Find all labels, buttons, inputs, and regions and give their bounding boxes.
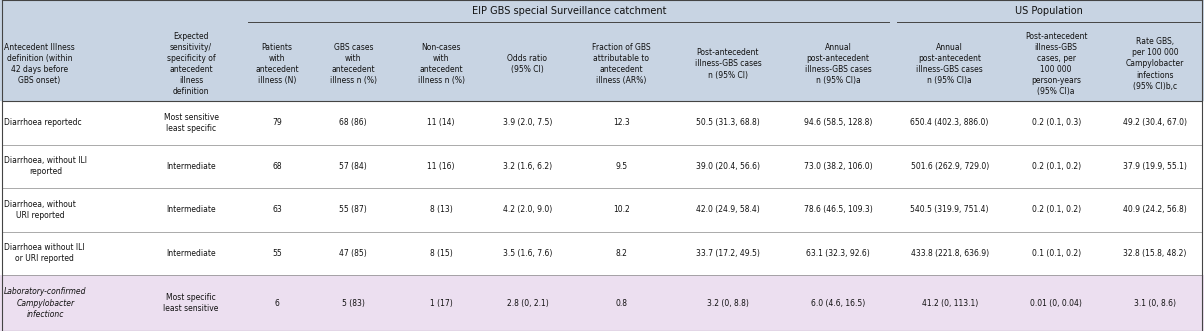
Text: 6: 6 [275,299,279,307]
Text: 0.2 (0.1, 0.2): 0.2 (0.1, 0.2) [1032,162,1081,171]
Text: 68: 68 [272,162,282,171]
Text: 42.0 (24.9, 58.4): 42.0 (24.9, 58.4) [696,205,760,214]
Text: 11 (16): 11 (16) [427,162,455,171]
Text: 3.2 (0, 8.8): 3.2 (0, 8.8) [707,299,749,307]
Text: 1 (17): 1 (17) [430,299,453,307]
Bar [0,231,1204,275]
Text: Annual
post-antecedent
illness-GBS cases
n (95% CI)a: Annual post-antecedent illness-GBS cases… [916,43,982,85]
Text: Expected
sensitivity/
specificity of
antecedent
illness
definition: Expected sensitivity/ specificity of ant… [166,32,216,96]
Text: 50.5 (31.3, 68.8): 50.5 (31.3, 68.8) [696,118,760,127]
Text: 37.9 (19.9, 55.1): 37.9 (19.9, 55.1) [1123,162,1187,171]
Text: 3.1 (0, 8.6): 3.1 (0, 8.6) [1134,299,1176,307]
Text: 40.9 (24.2, 56.8): 40.9 (24.2, 56.8) [1123,205,1187,214]
Text: Patients
with
antecedent
illness (N): Patients with antecedent illness (N) [255,43,299,85]
Text: Most sensitive
least specific: Most sensitive least specific [164,113,219,133]
Text: Antecedent Illness
definition (within
42 days before
GBS onset): Antecedent Illness definition (within 42… [4,43,75,85]
Bar [0,188,1204,231]
Text: Post-antecedent
illness-GBS
cases, per
100 000
person-years
(95% CI)a: Post-antecedent illness-GBS cases, per 1… [1025,32,1087,96]
Text: 10.2: 10.2 [613,205,630,214]
Text: 0.2 (0.1, 0.3): 0.2 (0.1, 0.3) [1032,118,1081,127]
Text: 501.6 (262.9, 729.0): 501.6 (262.9, 729.0) [910,162,988,171]
Bar [0,145,1204,188]
Text: 3.9 (2.0, 7.5): 3.9 (2.0, 7.5) [503,118,553,127]
Text: Post-antecedent
illness-GBS cases
n (95% CI): Post-antecedent illness-GBS cases n (95%… [695,48,761,79]
Text: 49.2 (30.4, 67.0): 49.2 (30.4, 67.0) [1123,118,1187,127]
Text: Intermediate: Intermediate [166,249,216,258]
Text: 33.7 (17.2, 49.5): 33.7 (17.2, 49.5) [696,249,760,258]
Text: 78.6 (46.5, 109.3): 78.6 (46.5, 109.3) [804,205,873,214]
Text: 4.2 (2.0, 9.0): 4.2 (2.0, 9.0) [503,205,553,214]
Text: 55 (87): 55 (87) [340,205,367,214]
Text: US Population: US Population [1015,6,1082,16]
Text: Rate GBS,
per 100 000
Campylobacter
infections
(95% CI)b,c: Rate GBS, per 100 000 Campylobacter infe… [1126,37,1185,91]
Text: 73.0 (38.2, 106.0): 73.0 (38.2, 106.0) [804,162,873,171]
Text: Intermediate: Intermediate [166,162,216,171]
Text: EIP GBS special Surveillance catchment: EIP GBS special Surveillance catchment [472,6,666,16]
Text: 3.2 (1.6, 6.2): 3.2 (1.6, 6.2) [503,162,551,171]
Text: 5 (83): 5 (83) [342,299,365,307]
Text: 12.3: 12.3 [613,118,630,127]
Text: 57 (84): 57 (84) [340,162,367,171]
Text: 68 (86): 68 (86) [340,118,367,127]
Text: Diarrhoea reportedc: Diarrhoea reportedc [4,118,82,127]
Text: 0.2 (0.1, 0.2): 0.2 (0.1, 0.2) [1032,205,1081,214]
Text: Diarrhoea without ILI
or URI reported: Diarrhoea without ILI or URI reported [4,243,84,263]
Text: Diarrhoea, without
URI reported: Diarrhoea, without URI reported [4,200,76,220]
Text: 79: 79 [272,118,282,127]
Text: Non-cases
with
antecedent
illness n (%): Non-cases with antecedent illness n (%) [418,43,465,85]
Bar [0,101,1204,145]
Text: 540.5 (319.9, 751.4): 540.5 (319.9, 751.4) [910,205,988,214]
Text: Fraction of GBS
attributable to
antecedent
illness (AR%): Fraction of GBS attributable to antecede… [592,43,650,85]
Text: 3.5 (1.6, 7.6): 3.5 (1.6, 7.6) [503,249,553,258]
Text: 63.1 (32.3, 92.6): 63.1 (32.3, 92.6) [807,249,870,258]
Text: 94.6 (58.5, 128.8): 94.6 (58.5, 128.8) [804,118,873,127]
Text: Odds ratio
(95% CI): Odds ratio (95% CI) [507,54,548,74]
Text: Diarrhoea, without ILI
reported: Diarrhoea, without ILI reported [4,156,87,176]
Text: 0.1 (0.1, 0.2): 0.1 (0.1, 0.2) [1032,249,1081,258]
Text: 0.8: 0.8 [615,299,627,307]
Text: GBS cases
with
antecedent
illness n (%): GBS cases with antecedent illness n (%) [330,43,377,85]
Text: 8.2: 8.2 [615,249,627,258]
Text: Most specific
least sensitive: Most specific least sensitive [164,293,219,313]
Text: 39.0 (20.4, 56.6): 39.0 (20.4, 56.6) [696,162,760,171]
Bar [0,275,1204,331]
Text: 0.01 (0, 0.04): 0.01 (0, 0.04) [1031,299,1082,307]
Text: Laboratory-confirmed
Campylobacter
infectionc: Laboratory-confirmed Campylobacter infec… [4,287,87,319]
Text: 11 (14): 11 (14) [427,118,455,127]
Text: 6.0 (4.6, 16.5): 6.0 (4.6, 16.5) [811,299,866,307]
Text: 8 (13): 8 (13) [430,205,453,214]
Text: 41.2 (0, 113.1): 41.2 (0, 113.1) [921,299,978,307]
Text: 2.8 (0, 2.1): 2.8 (0, 2.1) [507,299,548,307]
Text: 9.5: 9.5 [615,162,627,171]
Text: Annual
post-antecedent
illness-GBS cases
n (95% CI)a: Annual post-antecedent illness-GBS cases… [804,43,872,85]
Text: 433.8 (221.8, 636.9): 433.8 (221.8, 636.9) [910,249,988,258]
Text: 55: 55 [272,249,282,258]
Text: 32.8 (15.8, 48.2): 32.8 (15.8, 48.2) [1123,249,1187,258]
Text: 63: 63 [272,205,282,214]
Text: 8 (15): 8 (15) [430,249,453,258]
Text: 650.4 (402.3, 886.0): 650.4 (402.3, 886.0) [910,118,988,127]
Text: 47 (85): 47 (85) [340,249,367,258]
Text: Intermediate: Intermediate [166,205,216,214]
